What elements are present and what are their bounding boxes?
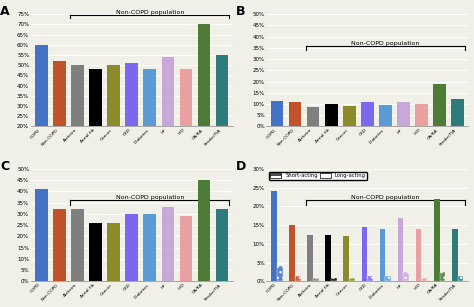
Bar bbox=[451, 99, 464, 126]
Bar bbox=[397, 102, 410, 126]
Text: C: C bbox=[0, 160, 9, 173]
Bar bbox=[313, 278, 319, 281]
Bar bbox=[452, 229, 457, 281]
Bar bbox=[144, 214, 156, 281]
Text: Non-COPD population: Non-COPD population bbox=[351, 196, 419, 200]
Bar bbox=[416, 229, 421, 281]
Bar bbox=[216, 209, 228, 281]
Bar bbox=[398, 218, 403, 281]
Bar bbox=[349, 278, 355, 281]
Text: Non-COPD population: Non-COPD population bbox=[116, 196, 184, 200]
Bar bbox=[421, 278, 427, 281]
Bar bbox=[271, 192, 277, 281]
Bar bbox=[403, 272, 409, 281]
Bar bbox=[107, 65, 120, 167]
Bar bbox=[433, 84, 446, 126]
Bar bbox=[434, 199, 439, 281]
Bar bbox=[385, 276, 391, 281]
Bar bbox=[126, 63, 138, 167]
Bar bbox=[144, 69, 156, 167]
Bar bbox=[180, 216, 192, 281]
Bar bbox=[89, 223, 102, 281]
Bar bbox=[71, 65, 84, 167]
Bar bbox=[289, 102, 301, 126]
Bar bbox=[198, 24, 210, 167]
Bar bbox=[457, 276, 464, 281]
Bar bbox=[379, 105, 392, 126]
Bar bbox=[89, 69, 102, 167]
Text: Non-COPD population: Non-COPD population bbox=[116, 10, 184, 15]
Bar bbox=[307, 235, 313, 281]
Bar bbox=[271, 101, 283, 126]
Bar bbox=[307, 107, 319, 126]
Text: A: A bbox=[0, 5, 10, 18]
Text: D: D bbox=[236, 160, 246, 173]
Bar bbox=[367, 276, 373, 281]
Bar bbox=[344, 236, 349, 281]
Bar bbox=[415, 104, 428, 126]
Legend: Short-acting, Long-acting: Short-acting, Long-acting bbox=[269, 172, 367, 180]
Text: Non-COPD population: Non-COPD population bbox=[351, 41, 419, 45]
Bar bbox=[53, 209, 66, 281]
Bar bbox=[35, 189, 48, 281]
Bar bbox=[295, 276, 301, 281]
Bar bbox=[107, 223, 120, 281]
Bar bbox=[162, 207, 174, 281]
Text: B: B bbox=[236, 5, 246, 18]
Bar bbox=[289, 225, 295, 281]
Bar bbox=[180, 69, 192, 167]
Bar bbox=[325, 104, 337, 126]
Bar bbox=[162, 57, 174, 167]
Bar bbox=[331, 278, 337, 281]
Bar bbox=[198, 180, 210, 281]
Bar bbox=[326, 235, 331, 281]
Bar bbox=[53, 61, 66, 167]
Bar bbox=[362, 227, 367, 281]
Bar bbox=[35, 45, 48, 167]
Bar bbox=[216, 55, 228, 167]
Bar bbox=[277, 266, 283, 281]
Bar bbox=[126, 214, 138, 281]
Bar bbox=[439, 272, 446, 281]
Bar bbox=[71, 209, 84, 281]
Bar bbox=[361, 102, 374, 126]
Bar bbox=[343, 106, 356, 126]
Bar bbox=[380, 229, 385, 281]
